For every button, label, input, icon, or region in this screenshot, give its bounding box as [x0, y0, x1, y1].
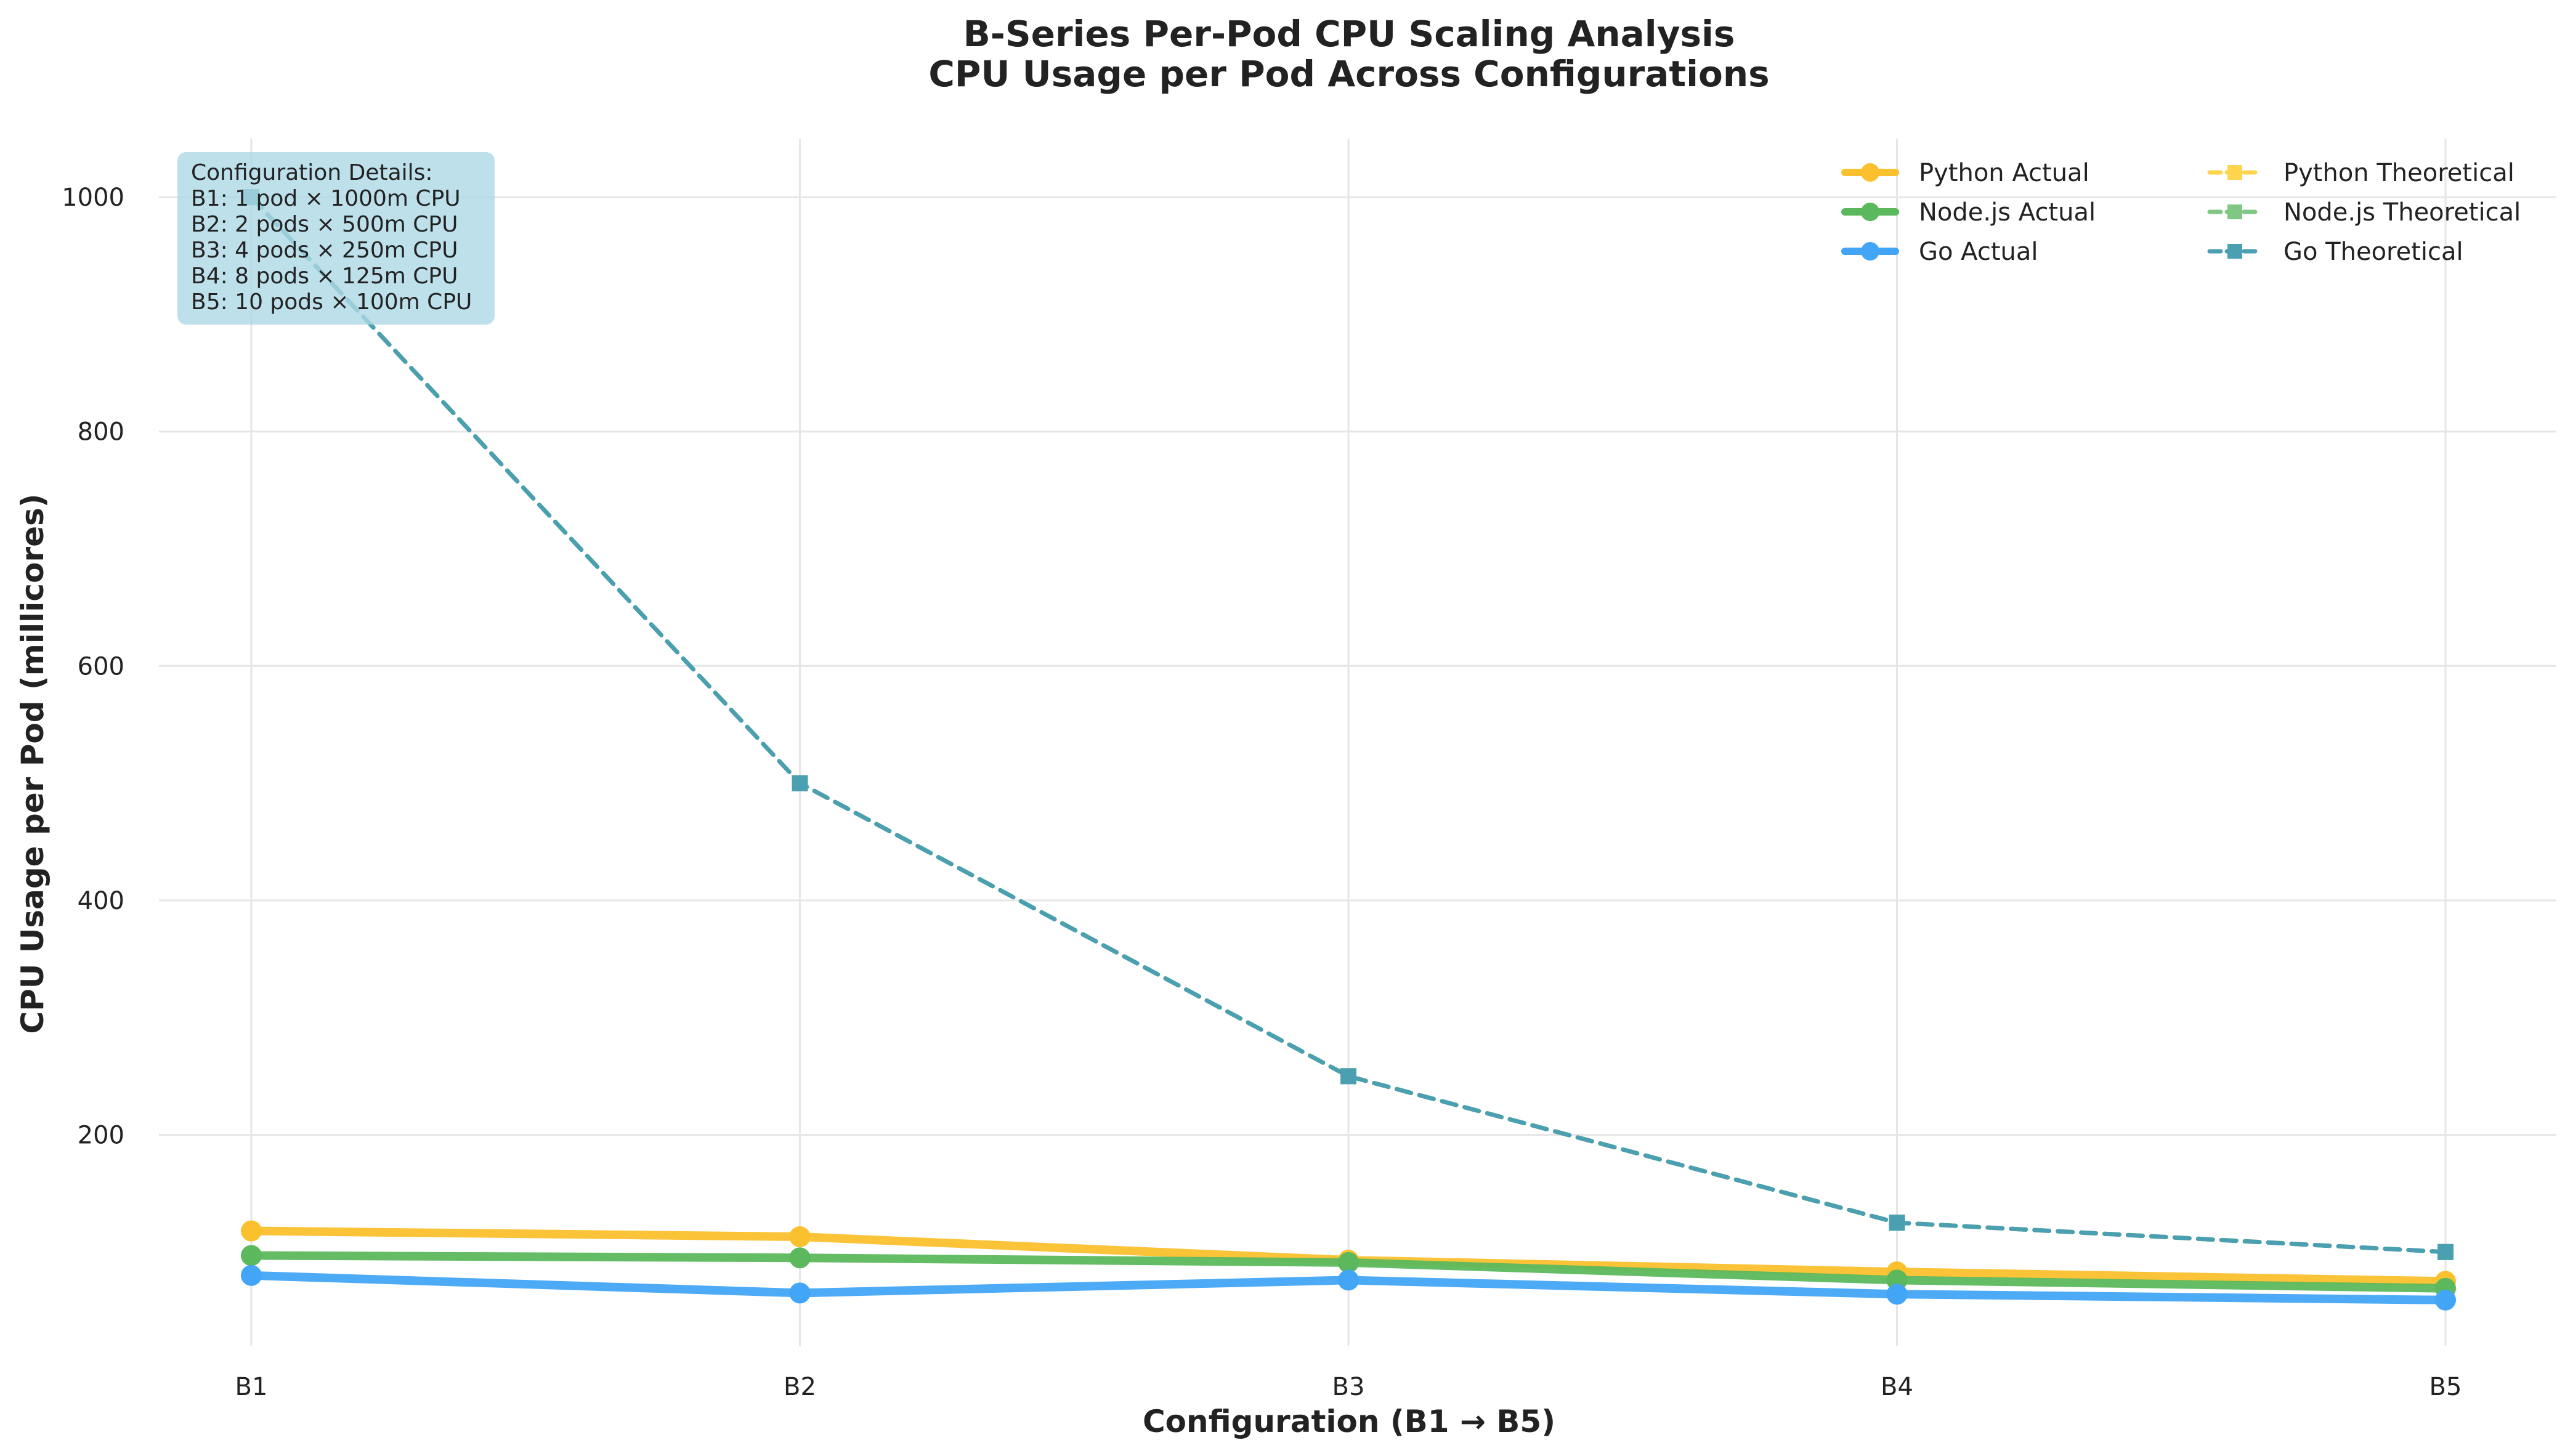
- legend-item-go-theoretical: Go Theoretical: [2207, 238, 2463, 266]
- data-point: [1338, 1252, 1359, 1273]
- x-tick-label: B4: [1881, 1373, 1913, 1401]
- legend-item-node-js-actual: Node.js Actual: [1841, 198, 2096, 227]
- series-go-actual: [241, 1264, 2456, 1311]
- y-tick-label: 200: [78, 1121, 124, 1149]
- data-point: [1886, 1284, 1908, 1305]
- data-point: [2437, 1244, 2454, 1260]
- x-axis-label: Configuration (B1 → B5): [1143, 1404, 1555, 1439]
- legend: Python Actual Python Theoretical Node.js A…: [1841, 159, 2521, 266]
- x-axis-ticks: B1 B2 B3 B4 B5: [235, 1373, 2462, 1401]
- legend-marker: [1861, 203, 1879, 221]
- annotation-line: B1: 1 pod × 1000m CPU: [191, 186, 461, 211]
- x-tick-label: B3: [1332, 1373, 1365, 1401]
- legend-label: Python Actual: [1919, 159, 2089, 187]
- data-point: [789, 1226, 811, 1248]
- legend-label: Go Actual: [1919, 238, 2038, 266]
- legend-marker: [1861, 242, 1879, 261]
- legend-marker: [2227, 244, 2242, 259]
- data-point: [241, 1220, 262, 1242]
- data-point: [792, 775, 808, 791]
- y-tick-label: 400: [78, 887, 124, 915]
- data-point: [789, 1282, 811, 1304]
- annotation-line: B5: 10 pods × 100m CPU: [191, 289, 472, 315]
- configuration-details-box: Configuration Details:B1: 1 pod × 1000m …: [177, 152, 495, 325]
- y-axis-ticks: 200 400 600 800 1000: [62, 184, 124, 1149]
- series-lines: [241, 189, 2456, 1311]
- legend-marker: [2227, 204, 2242, 219]
- data-point: [1340, 1068, 1356, 1085]
- legend-marker: [2227, 165, 2242, 180]
- legend-label: Go Theoretical: [2283, 238, 2463, 266]
- legend-item-go-actual: Go Actual: [1841, 238, 2038, 266]
- legend-item-python-theoretical: Python Theoretical: [2207, 159, 2514, 187]
- data-point: [241, 1264, 262, 1286]
- y-tick-label: 800: [78, 418, 124, 447]
- data-point: [241, 1245, 262, 1266]
- annotation-box: [177, 152, 495, 325]
- annotation-line: B3: 4 pods × 250m CPU: [191, 238, 458, 263]
- annotation-line: B2: 2 pods × 500m CPU: [191, 212, 458, 237]
- x-tick-label: B1: [235, 1373, 268, 1401]
- y-tick-label: 600: [78, 652, 124, 681]
- x-tick-label: B5: [2429, 1373, 2462, 1401]
- series-node-js-actual: [241, 1245, 2456, 1299]
- legend-marker: [1861, 163, 1879, 182]
- legend-label: Node.js Actual: [1919, 198, 2096, 227]
- annotation-line: Configuration Details:: [191, 160, 433, 185]
- x-tick-label: B2: [784, 1373, 816, 1401]
- annotation-line: B4: 8 pods × 125m CPU: [191, 264, 458, 289]
- data-point: [1889, 1215, 1905, 1231]
- grid: [159, 139, 2556, 1346]
- chart-title: B-Series Per-Pod CPU Scaling Analysis: [963, 13, 1735, 55]
- legend-label: Python Theoretical: [2283, 159, 2514, 187]
- chart-subtitle: CPU Usage per Pod Across Configurations: [928, 53, 1769, 95]
- data-point: [1338, 1269, 1359, 1291]
- legend-item-python-actual: Python Actual: [1841, 159, 2089, 187]
- legend-label: Node.js Theoretical: [2283, 198, 2521, 227]
- legend-item-node-js-theoretical: Node.js Theoretical: [2207, 198, 2521, 227]
- data-point: [2435, 1289, 2456, 1311]
- y-tick-label: 1000: [62, 184, 124, 212]
- series-line: [249, 195, 2448, 1255]
- data-point: [789, 1247, 811, 1269]
- y-axis-label: CPU Usage per Pod (millicores): [15, 493, 51, 1033]
